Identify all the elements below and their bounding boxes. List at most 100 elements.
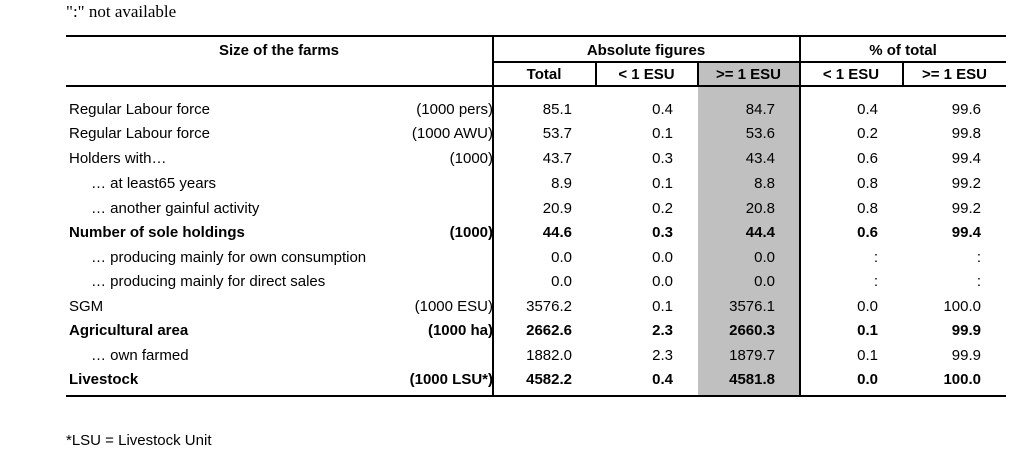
total-cell: 2662.6 — [526, 322, 572, 339]
row-unit: (1000 ha) — [427, 322, 493, 339]
table-row: … own farmed 1882.0 2.3 1879.7 0.1 99.9 — [0, 347, 1025, 371]
row-label: … another gainful activity — [91, 200, 260, 217]
total-cell: 43.7 — [542, 150, 572, 167]
absolute-percent-divider — [799, 35, 801, 397]
lt1-cell: 0.4 — [652, 101, 673, 118]
lt1-cell: 0.1 — [652, 175, 673, 192]
row-label: … producing mainly for direct sales — [91, 273, 326, 290]
lt1-cell: 2.3 — [652, 322, 673, 339]
ge1-cell: 0.0 — [754, 273, 775, 290]
pct-lt1-column-header: < 1 ESU — [822, 66, 880, 83]
total-cell: 20.9 — [542, 200, 572, 217]
pct-ge1-cell: 99.9 — [951, 347, 981, 364]
ge1-cell: 2660.3 — [729, 322, 775, 339]
absolute-figures-header: Absolute figures — [586, 42, 706, 59]
pct-lt1-cell: 0.4 — [857, 101, 878, 118]
size-of-farms-header: Size of the farms — [218, 42, 340, 59]
pct-ge1-cell: : — [976, 249, 981, 266]
row-label: … own farmed — [91, 347, 189, 364]
lt1-cell: 0.4 — [652, 371, 673, 388]
pct-ge1-column-header: >= 1 ESU — [921, 66, 988, 83]
pct-lt1-cell: 0.8 — [857, 200, 878, 217]
total-cell: 8.9 — [551, 175, 572, 192]
ge1-cell: 8.8 — [754, 175, 775, 192]
row-label: Number of sole holdings — [69, 224, 245, 241]
row-label: … at least65 years — [91, 175, 217, 192]
table-bottom-rule — [66, 395, 1006, 397]
pct-lt1-cell: 0.8 — [857, 175, 878, 192]
table-row: Agricultural area (1000 ha) 2662.6 2.3 2… — [0, 322, 1025, 346]
table-row: … another gainful activity 20.9 0.2 20.8… — [0, 200, 1025, 224]
total-cell: 85.1 — [542, 101, 572, 118]
row-unit: (1000) — [449, 224, 493, 241]
ge1-cell: 0.0 — [754, 249, 775, 266]
lt1-cell: 0.3 — [652, 150, 673, 167]
ge1-cell: 20.8 — [745, 200, 775, 217]
ge1-cell: 1879.7 — [729, 347, 775, 364]
row-label: Livestock — [69, 371, 139, 388]
table-row: Number of sole holdings (1000) 44.6 0.3 … — [0, 224, 1025, 248]
pct-lt1-ge1-divider — [902, 61, 904, 86]
percent-of-total-header: % of total — [869, 42, 937, 59]
total-cell: 0.0 — [551, 273, 572, 290]
pct-ge1-cell: 99.2 — [951, 175, 981, 192]
pct-ge1-cell: 99.4 — [951, 150, 981, 167]
lt1-ge1-divider — [697, 61, 699, 86]
pct-ge1-cell: : — [976, 273, 981, 290]
row-unit: (1000 AWU) — [411, 125, 493, 142]
row-unit: (1000 ESU) — [414, 298, 493, 315]
row-unit: (1000) — [449, 150, 493, 167]
header-bottom-rule — [66, 85, 1006, 87]
lt1-cell: 0.1 — [652, 125, 673, 142]
ge1-column-header: >= 1 ESU — [715, 66, 782, 83]
row-label: Regular Labour force — [69, 125, 210, 142]
lt1-cell: 0.2 — [652, 200, 673, 217]
pct-ge1-cell: 100.0 — [943, 371, 981, 388]
pct-ge1-cell: 99.6 — [951, 101, 981, 118]
pct-lt1-cell: 0.0 — [857, 371, 878, 388]
table-row: Regular Labour force (1000 AWU) 53.7 0.1… — [0, 125, 1025, 149]
ge1-cell: 3576.1 — [729, 298, 775, 315]
total-cell: 1882.0 — [526, 347, 572, 364]
lsu-footnote: *LSU = Livestock Unit — [66, 432, 212, 449]
row-unit: (1000 pers) — [416, 101, 493, 118]
pct-lt1-cell: 0.6 — [857, 150, 878, 167]
ge1-cell: 4581.8 — [729, 371, 775, 388]
total-cell: 44.6 — [542, 224, 572, 241]
pct-lt1-cell: 0.6 — [857, 224, 878, 241]
ge1-cell: 44.4 — [745, 224, 775, 241]
pct-lt1-cell: 0.0 — [857, 298, 878, 315]
total-lt1-divider — [595, 61, 597, 86]
lt1-cell: 0.1 — [652, 298, 673, 315]
ge1-cell: 84.7 — [745, 101, 775, 118]
highlighted-column-shading — [698, 62, 800, 397]
pct-ge1-cell: 100.0 — [943, 298, 981, 315]
row-label: Holders with… — [69, 150, 167, 167]
row-label: … producing mainly for own consumption — [91, 249, 367, 266]
pct-ge1-cell: 99.2 — [951, 200, 981, 217]
pct-lt1-cell: : — [873, 249, 878, 266]
not-available-note: ":" not available — [66, 2, 177, 21]
pct-lt1-cell: : — [873, 273, 878, 290]
table-row: Livestock (1000 LSU*) 4582.2 0.4 4581.8 … — [0, 371, 1025, 395]
row-label: Regular Labour force — [69, 101, 210, 118]
row-label: Agricultural area — [69, 322, 189, 339]
row-label: SGM — [69, 298, 104, 315]
total-cell: 53.7 — [542, 125, 572, 142]
lt1-cell: 0.0 — [652, 249, 673, 266]
table-row: SGM (1000 ESU) 3576.2 0.1 3576.1 0.0 100… — [0, 298, 1025, 322]
pct-lt1-cell: 0.2 — [857, 125, 878, 142]
table-row: Regular Labour force (1000 pers) 85.1 0.… — [0, 101, 1025, 125]
table-row: … at least65 years 8.9 0.1 8.8 0.8 99.2 — [0, 175, 1025, 199]
table-row: … producing mainly for own consumption 0… — [0, 249, 1025, 273]
ge1-cell: 43.4 — [745, 150, 775, 167]
total-column-header: Total — [526, 66, 562, 83]
pct-lt1-cell: 0.1 — [857, 347, 878, 364]
pct-ge1-cell: 99.9 — [951, 322, 981, 339]
total-cell: 3576.2 — [526, 298, 572, 315]
total-cell: 0.0 — [551, 249, 572, 266]
subheader-rule — [493, 61, 1006, 63]
pct-lt1-cell: 0.1 — [857, 322, 878, 339]
lt1-column-header: < 1 ESU — [618, 66, 675, 83]
pct-ge1-cell: 99.4 — [951, 224, 981, 241]
